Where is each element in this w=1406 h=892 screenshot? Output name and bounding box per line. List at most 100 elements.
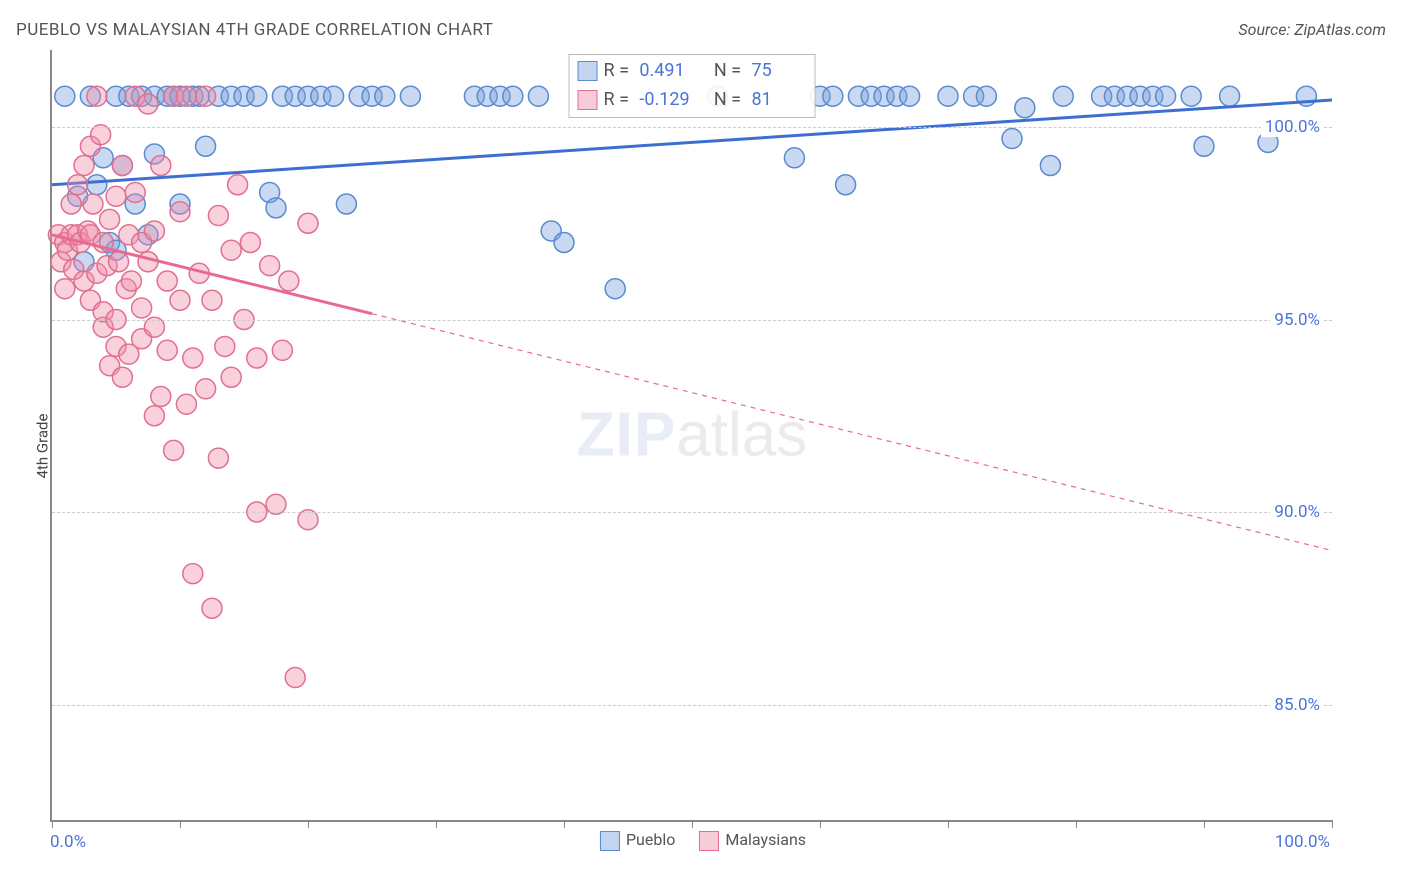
scatter-point [125,182,145,202]
scatter-point [183,348,203,368]
legend-item: Malaysians [699,830,806,851]
scatter-point [938,86,958,106]
scatter-point [144,406,164,426]
scatter-point [157,340,177,360]
scatter-point [554,233,574,253]
legend-row: R = -0.129 N = 81 [578,86,807,115]
scatter-point [400,86,420,106]
scatter-point [112,367,132,387]
x-tick [564,820,565,828]
x-tick [1204,820,1205,828]
chart-container: PUEBLO VS MALAYSIAN 4TH GRADE CORRELATIO… [0,0,1406,892]
legend-swatch-icon [699,831,719,851]
correlation-legend: R = 0.491 N = 75R = -0.129 N = 81 [569,54,816,118]
scatter-point [784,148,804,168]
legend-n-label: N = [700,86,745,115]
legend-r-value: -0.129 [639,86,694,115]
scatter-point [900,86,920,106]
scatter-point [266,198,286,218]
legend-r-label: R = [604,86,634,115]
scatter-point [208,206,228,226]
legend-n-value: 75 [751,57,806,86]
scatter-point [1015,98,1035,118]
scatter-point [503,86,523,106]
legend-n-label: N = [700,57,745,86]
legend-series-name: Malaysians [725,830,806,849]
scatter-point [112,156,132,176]
scatter-point [100,209,120,229]
legend-swatch-icon [600,831,620,851]
legend-swatch-icon [578,61,598,81]
scatter-point [106,186,126,206]
scatter-point [976,86,996,106]
scatter-point [74,156,94,176]
scatter-point [132,298,152,318]
scatter-point [151,156,171,176]
scatter-point [336,194,356,214]
scatter-point [61,194,81,214]
scatter-point [1181,86,1201,106]
x-axis-max-label: 100.0% [1275,832,1330,852]
scatter-point [324,86,344,106]
scatter-point [1053,86,1073,106]
legend-swatch-icon [578,90,598,110]
scatter-point [221,367,241,387]
scatter-point [144,221,164,241]
scatter-point [1220,86,1240,106]
grid-line [52,320,1332,321]
scatter-point [196,379,216,399]
scatter-point [836,175,856,195]
scatter-point [221,240,241,260]
scatter-point [1156,86,1176,106]
scatter-point [55,86,75,106]
y-tick-label: 100.0% [1261,117,1324,137]
scatter-point [202,290,222,310]
x-axis-min-label: 0.0% [50,832,86,852]
x-tick [1332,820,1333,828]
scatter-point [164,440,184,460]
scatter-point [138,94,158,114]
grid-line [52,127,1332,128]
scatter-point [176,86,196,106]
x-tick [436,820,437,828]
scatter-point [138,252,158,272]
x-tick [820,820,821,828]
scatter-point [183,564,203,584]
scatter-point [228,175,248,195]
scatter-point [247,86,267,106]
scatter-point [285,668,305,688]
trend-line-dashed [372,314,1332,551]
y-axis-label: 4th Grade [33,414,51,479]
scatter-point [55,279,75,299]
scatter-point [1040,156,1060,176]
legend-r-value: 0.491 [639,57,694,86]
grid-line [52,512,1332,513]
y-tick-label: 90.0% [1270,502,1324,522]
scatter-point [375,86,395,106]
x-tick [180,820,181,828]
y-tick-label: 95.0% [1270,310,1324,330]
scatter-point [605,279,625,299]
scatter-point [240,233,260,253]
scatter-point [1002,129,1022,149]
y-tick-label: 85.0% [1270,695,1324,715]
x-tick [692,820,693,828]
legend-r-label: R = [604,57,634,86]
legend-item: Pueblo [600,830,675,851]
scatter-point [87,175,107,195]
scatter-point [279,271,299,291]
legend-row: R = 0.491 N = 75 [578,57,807,86]
plot-area: ZIPatlas R = 0.491 N = 75R = -0.129 N = … [50,50,1332,822]
scatter-point [298,213,318,233]
x-tick [1076,820,1077,828]
scatter-point [151,387,171,407]
grid-line [52,705,1332,706]
scatter-point [260,256,280,276]
scatter-point [1194,136,1214,156]
scatter-point [202,598,222,618]
scatter-point [83,194,103,214]
scatter-point [196,86,216,106]
scatter-point [247,348,267,368]
scatter-point [68,175,88,195]
scatter-point [157,271,177,291]
